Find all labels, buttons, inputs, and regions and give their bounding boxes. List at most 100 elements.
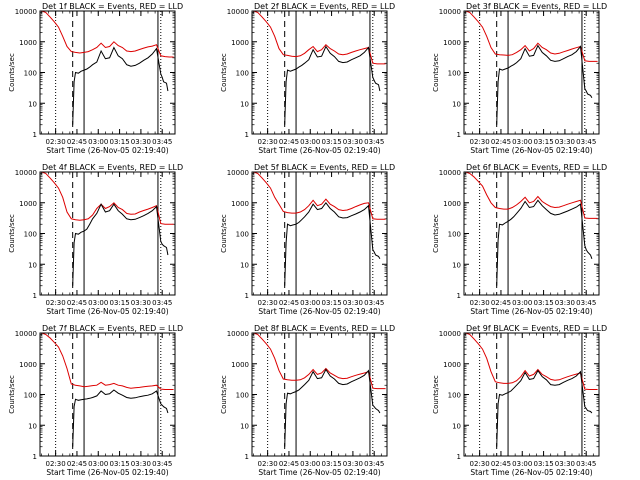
x-tick-label: 03:45 xyxy=(152,299,172,307)
x-tick-label: 02:30 xyxy=(46,299,66,307)
x-tick-label: 03:30 xyxy=(555,299,575,307)
y-tick-label: 1 xyxy=(457,292,461,300)
y-tick-label: 1000 xyxy=(231,361,249,369)
x-tick-label: 02:45 xyxy=(279,299,299,307)
x-tick-label: 03:30 xyxy=(131,138,151,146)
y-tick-label: 10 xyxy=(452,261,461,269)
panel-title: Det 3f BLACK = Events, RED = LLD xyxy=(466,2,607,11)
x-tick-label: 03:00 xyxy=(300,299,320,307)
x-tick-label: 03:45 xyxy=(152,460,172,468)
x-axis-label: Start Time (26-Nov-05 02:19:40) xyxy=(470,468,592,477)
x-tick-label: 03:30 xyxy=(343,460,363,468)
y-tick-label: 1000 xyxy=(443,39,461,47)
lld-series-line xyxy=(465,172,598,219)
x-tick-label: 02:45 xyxy=(279,460,299,468)
x-tick-label: 02:45 xyxy=(67,460,87,468)
x-tick-label: 03:00 xyxy=(300,460,320,468)
events-series-line xyxy=(284,201,381,286)
x-tick-label: 03:15 xyxy=(109,299,129,307)
panel-title: Det 5f BLACK = Events, RED = LLD xyxy=(254,163,395,172)
y-tick-label: 10000 xyxy=(439,8,461,16)
panel-title: Det 1f BLACK = Events, RED = LLD xyxy=(42,2,183,11)
x-tick-label: 02:45 xyxy=(491,138,511,146)
panel-title: Det 7f BLACK = Events, RED = LLD xyxy=(42,324,183,333)
y-tick-label: 1 xyxy=(33,292,37,300)
y-tick-label: 1000 xyxy=(19,39,37,47)
x-tick-label: 03:30 xyxy=(555,138,575,146)
events-series-line xyxy=(72,389,169,447)
panel-title: Det 4f BLACK = Events, RED = LLD xyxy=(42,163,183,172)
x-tick-label: 03:45 xyxy=(576,138,596,146)
y-tick-label: 100 xyxy=(236,231,249,239)
x-tick-label: 03:00 xyxy=(512,138,532,146)
plot-frame xyxy=(463,332,600,457)
y-tick-label: 1000 xyxy=(443,200,461,208)
y-tick-label: 100 xyxy=(24,231,37,239)
y-tick-label: 1 xyxy=(457,131,461,139)
detector-panel: Det 7f BLACK = Events, RED = LLD 1 10 100 10… xyxy=(8,324,183,477)
x-tick-label: 03:45 xyxy=(152,138,172,146)
x-tick-label: 03:15 xyxy=(321,299,341,307)
x-tick-label: 02:30 xyxy=(46,460,66,468)
y-tick-label: 1 xyxy=(457,453,461,461)
x-axis-label: Start Time (26-Nov-05 02:19:40) xyxy=(46,468,168,477)
plot-frame xyxy=(251,171,388,296)
y-tick-label: 100 xyxy=(448,231,461,239)
x-tick-label: 03:15 xyxy=(533,299,553,307)
x-tick-label: 03:30 xyxy=(343,299,363,307)
y-tick-label: 100 xyxy=(448,392,461,400)
x-tick-label: 03:45 xyxy=(364,299,384,307)
y-tick-label: 100 xyxy=(448,70,461,78)
events-series-line xyxy=(72,46,169,125)
x-axis-label: Start Time (26-Nov-05 02:19:40) xyxy=(470,146,592,155)
x-tick-label: 03:30 xyxy=(343,138,363,146)
y-tick-label: 10 xyxy=(240,100,249,108)
x-tick-label: 02:45 xyxy=(67,299,87,307)
lld-series-line xyxy=(465,11,598,62)
x-tick-label: 02:30 xyxy=(258,299,278,307)
y-tick-label: 1000 xyxy=(443,361,461,369)
y-tick-label: 10000 xyxy=(15,169,37,177)
y-axis-label: Counts/sec xyxy=(8,214,16,253)
y-tick-label: 100 xyxy=(236,392,249,400)
y-tick-label: 10000 xyxy=(439,169,461,177)
panel-title: Det 2f BLACK = Events, RED = LLD xyxy=(254,2,395,11)
lld-series-line xyxy=(253,172,386,220)
x-tick-label: 03:00 xyxy=(88,299,108,307)
y-tick-label: 10000 xyxy=(227,8,249,16)
x-tick-label: 02:30 xyxy=(46,138,66,146)
y-axis-label: Counts/sec xyxy=(432,214,440,253)
events-series-line xyxy=(72,203,169,286)
detector-panel: Det 1f BLACK = Events, RED = LLD 1 10 100 10… xyxy=(8,2,183,155)
x-axis-label: Start Time (26-Nov-05 02:19:40) xyxy=(46,146,168,155)
y-tick-label: 10 xyxy=(452,100,461,108)
lld-series-line xyxy=(465,333,598,390)
y-tick-label: 1000 xyxy=(231,200,249,208)
y-tick-label: 1000 xyxy=(19,200,37,208)
y-tick-label: 1 xyxy=(33,131,37,139)
y-tick-label: 100 xyxy=(24,70,37,78)
y-tick-label: 10 xyxy=(240,261,249,269)
detector-panel: Det 9f BLACK = Events, RED = LLD 1 10 100 10… xyxy=(432,324,607,477)
x-tick-label: 03:15 xyxy=(109,138,129,146)
plot-frame xyxy=(39,171,176,296)
panel-title: Det 6f BLACK = Events, RED = LLD xyxy=(466,163,607,172)
y-tick-label: 1 xyxy=(33,453,37,461)
x-tick-label: 03:00 xyxy=(300,138,320,146)
y-tick-label: 10000 xyxy=(439,330,461,338)
y-tick-label: 10000 xyxy=(15,330,37,338)
x-tick-label: 02:30 xyxy=(470,460,490,468)
x-tick-label: 03:45 xyxy=(364,138,384,146)
x-tick-label: 03:15 xyxy=(533,460,553,468)
events-series-line xyxy=(284,368,381,447)
x-tick-label: 02:30 xyxy=(470,138,490,146)
x-axis-label: Start Time (26-Nov-05 02:19:40) xyxy=(258,146,380,155)
lld-series-line xyxy=(253,11,386,65)
y-axis-label: Counts/sec xyxy=(220,53,228,92)
y-tick-label: 10000 xyxy=(227,169,249,177)
y-tick-label: 1000 xyxy=(19,361,37,369)
x-tick-label: 03:15 xyxy=(321,460,341,468)
plot-frame xyxy=(39,10,176,135)
x-axis-label: Start Time (26-Nov-05 02:19:40) xyxy=(46,307,168,316)
x-tick-label: 02:45 xyxy=(491,299,511,307)
